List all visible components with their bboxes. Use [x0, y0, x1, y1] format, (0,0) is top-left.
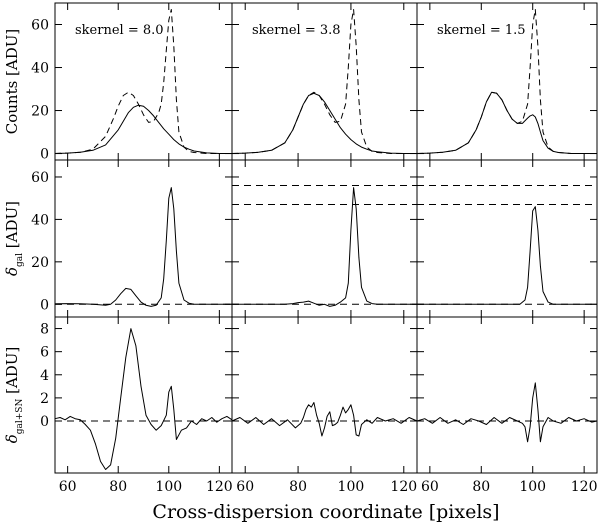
y-axis-label: δgal+SN [ADU] — [3, 347, 25, 444]
y-tick-label: 2 — [40, 391, 49, 407]
dashed-series-line — [231, 9, 417, 154]
panel-title: skernel = 8.0 — [75, 23, 164, 38]
x-tick-label: 80 — [109, 479, 127, 495]
panel-frame — [416, 159, 598, 318]
y-axis-label: δgal [ADU] — [3, 201, 25, 276]
x-tick-label: 120 — [206, 479, 233, 495]
x-tick-label: 100 — [338, 479, 365, 495]
solid-series-line — [232, 187, 417, 307]
y-tick-label: 0 — [40, 147, 49, 163]
panel-r1-c1: 0 20 40 60 skernel = 8.0 — [31, 2, 233, 163]
y-tick-label: 60 — [31, 18, 49, 34]
panel-r3-c3: 60 80 100 120 — [416, 316, 598, 495]
y-tick-label: 20 — [31, 255, 49, 271]
solid-series-line — [54, 187, 232, 307]
y-tick-label: 0 — [40, 414, 49, 430]
panel-r2-c1: 0 20 40 60 — [31, 159, 233, 318]
solid-series-line — [54, 104, 232, 154]
panel-frame — [231, 159, 418, 318]
y-tick-label: 40 — [31, 212, 49, 228]
solid-series-line — [416, 382, 598, 443]
panel-r2-c2 — [231, 159, 418, 318]
panel-r3-c2: 60 80 100 120 — [231, 316, 418, 495]
panel-title: skernel = 1.5 — [437, 23, 526, 38]
y-axis-label: Counts [ADU] — [3, 29, 21, 135]
dashed-series-line — [54, 9, 232, 154]
x-tick-label: 100 — [155, 479, 182, 495]
dashed-series-line — [416, 9, 597, 154]
x-tick-label: 120 — [571, 479, 598, 495]
y-tick-label: 60 — [31, 170, 49, 186]
y-tick-label: 4 — [40, 368, 49, 384]
y-tick-label: 8 — [40, 322, 49, 338]
x-tick-label: 80 — [472, 479, 490, 495]
panel-r1-c2: skernel = 3.8 — [231, 2, 418, 161]
x-axis-label: Cross-dispersion coordinate [pixels] — [152, 501, 499, 523]
y-tick-label: 6 — [40, 345, 49, 361]
solid-series-line — [416, 91, 597, 154]
x-tick-label: 60 — [59, 479, 77, 495]
y-tick-label: 0 — [40, 297, 49, 313]
panel-title: skernel = 3.8 — [252, 23, 341, 38]
panel-r1-c3: skernel = 1.5 — [416, 2, 598, 161]
x-tick-label: 120 — [390, 479, 417, 495]
panel-frame — [54, 159, 233, 318]
solid-series-line — [54, 328, 233, 470]
x-tick-label: 80 — [289, 479, 307, 495]
x-tick-label: 60 — [236, 479, 254, 495]
x-tick-label: 100 — [519, 479, 546, 495]
panel-frame — [231, 316, 418, 474]
panel-r2-c3 — [416, 159, 598, 318]
solid-series-line — [231, 402, 418, 437]
panel-r3-c1: 0 2 4 6 8 60 80 100 120 — [40, 316, 233, 495]
solid-series-line — [417, 206, 597, 305]
y-tick-label: 20 — [31, 104, 49, 120]
y-tick-label: 40 — [31, 61, 49, 77]
x-tick-label: 60 — [421, 479, 439, 495]
solid-series-line — [231, 92, 417, 154]
panel-frame — [416, 316, 598, 474]
panel-frame — [54, 316, 233, 474]
